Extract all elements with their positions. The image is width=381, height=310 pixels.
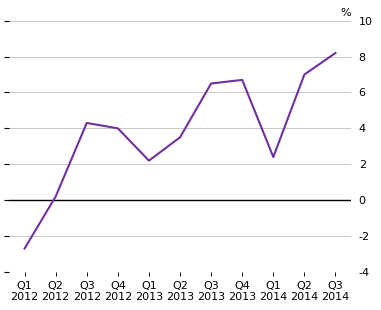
Text: %: %: [340, 8, 351, 18]
